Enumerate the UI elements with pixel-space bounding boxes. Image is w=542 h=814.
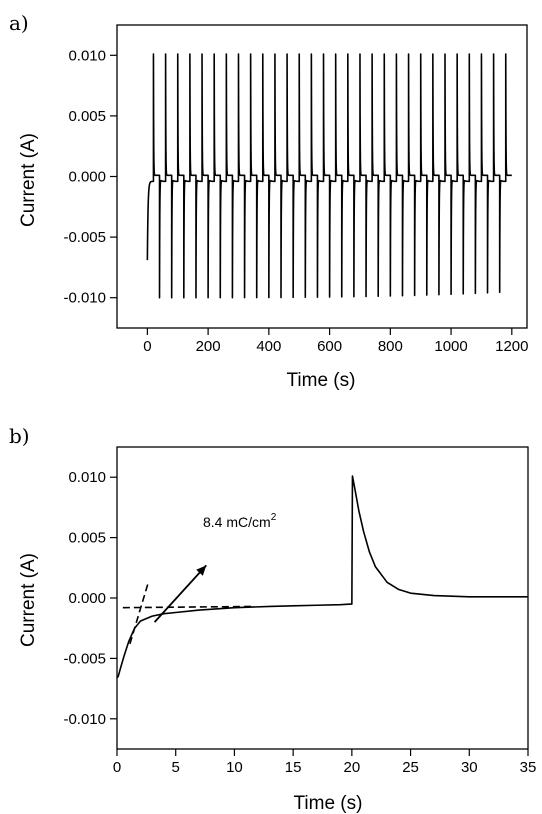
panel-a-x-tick-label: 400 [256,338,281,355]
panel-b: b) 0 5 10 15 20 25 30 35 0.010 0.005 0.000 -0.005 -… [9,424,536,814]
panel-a-y-tick-label: -0.005 [63,229,106,246]
panel-a-y-tick-label: 0.005 [68,108,106,125]
panel-a-y-axis-title: Current (A) [18,133,39,227]
panel-b-x-tick-label: 15 [285,759,302,776]
panel-a-x-tick-label: 1000 [434,338,467,355]
panel-b-x-axis-title: Time (s) [294,793,363,814]
panel-a-x-axis: 0 200 400 600 800 1000 1200 [143,328,529,355]
panel-b-x-tick-label: 35 [520,759,537,776]
panel-a: a) 0 200 400 600 800 1000 1200 0.010 0.005 0.000… [9,11,529,391]
annotation-arrow-shaft [153,564,207,623]
charge-density-annotation: 8.4 mC/cm2 [203,512,277,530]
panel-a-plot-area [116,24,528,329]
panel-b-y-tick-label: -0.010 [63,711,106,728]
panel-a-x-tick-label: 200 [196,338,221,355]
panel-b-x-axis: 0 5 10 15 20 25 30 35 [113,749,537,776]
panel-b-x-tick-label: 30 [461,759,478,776]
panel-b-current-trace [116,475,528,679]
panel-a-current-trace [146,53,513,299]
annotation-arrow-head [196,565,207,576]
panel-b-x-tick-label: 5 [172,759,180,776]
panel-b-y-tick-label: -0.005 [63,650,106,667]
panel-b-y-tick-label: 0.005 [68,530,106,547]
panel-a-x-tick-label: 600 [317,338,342,355]
panel-b-y-tick-label: 0.010 [68,469,106,486]
panel-a-y-tick-label: 0.000 [68,169,106,186]
panel-a-x-tick-label: 800 [378,338,403,355]
panel-b-plot-area [116,446,529,750]
panel-b-x-tick-label: 10 [226,759,243,776]
panel-a-y-tick-label: -0.010 [63,290,106,307]
panel-b-y-axis: 0.010 0.005 0.000 -0.005 -0.010 [63,469,117,728]
tangent-line-1 [129,580,150,645]
panel-b-frame [116,446,529,750]
panel-a-y-tick-label: 0.010 [68,47,106,64]
panel-b-x-tick-label: 25 [402,759,419,776]
panel-b-label: b) [9,424,30,448]
panel-a-label: a) [9,11,29,35]
panel-a-x-tick-label: 1200 [495,338,528,355]
panel-a-x-axis-title: Time (s) [287,370,356,391]
panel-b-y-axis-title: Current (A) [18,553,39,647]
panel-b-y-tick-label: 0.000 [68,590,106,607]
panel-b-x-tick-label: 0 [113,759,121,776]
panel-a-y-axis: 0.010 0.005 0.000 -0.005 -0.010 [63,47,117,307]
panel-a-x-tick-label: 0 [143,338,151,355]
panel-b-x-tick-label: 20 [344,759,361,776]
